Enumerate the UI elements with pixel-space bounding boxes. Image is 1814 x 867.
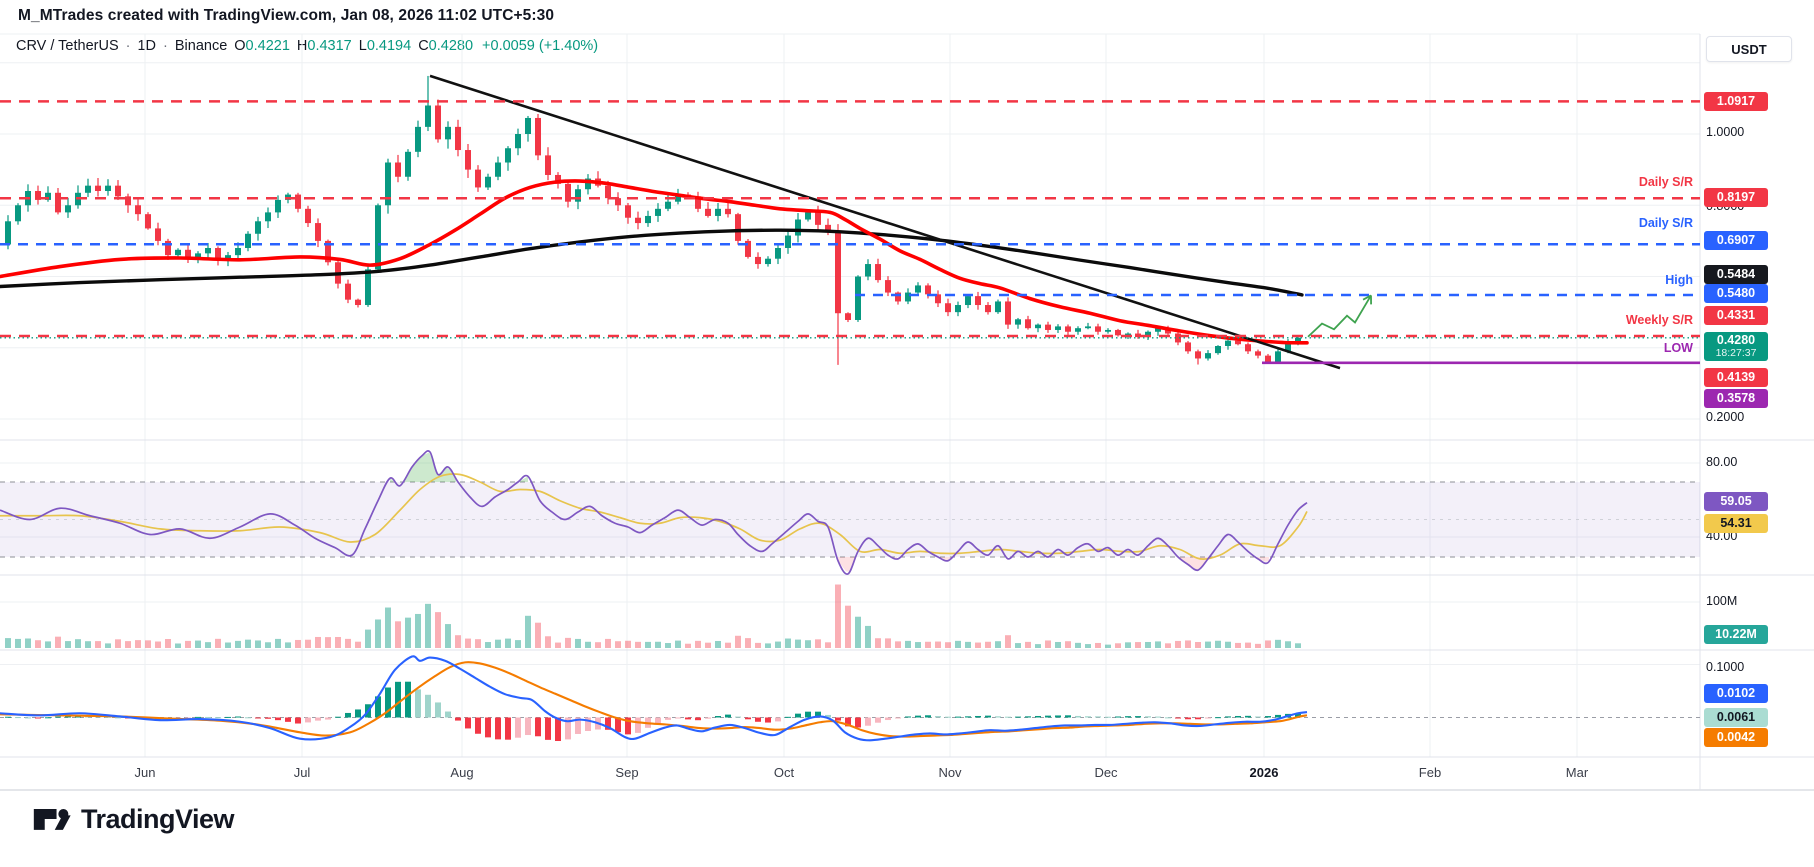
tradingview-logo[interactable]: TradingView [32,802,235,836]
month-label: Aug [450,765,474,780]
level-label: Weekly S/R [1625,313,1693,327]
month-label: Nov [938,765,962,780]
level-label: LOW [1663,341,1693,355]
month-label: 2026 [1249,765,1279,780]
change-value: +0.0059 (+1.40%) [482,38,599,54]
axis-tick-label: 0.2000 [1706,410,1745,424]
price-badge: 0.4280 18:27:37 [1704,332,1768,361]
exchange-label[interactable]: Binance [174,38,228,54]
ohlc-low: L0.4194 [358,38,412,54]
axis-tick-label: 100M [1706,594,1738,608]
axis-tick-label: 0.1000 [1706,660,1745,674]
axis-tick-label: 1.0000 [1706,125,1745,139]
symbol-name[interactable]: CRV / TetherUS [16,38,119,54]
price-badge: 0.4139 [1704,367,1768,387]
separator-dot: · [163,38,168,54]
symbol-legend: CRV / TetherUS · 1D · Binance O0.4221 H0… [16,38,598,54]
month-label: Sep [615,765,639,780]
month-label: Feb [1418,765,1442,780]
month-label: Dec [1094,765,1118,780]
price-badge: 0.3578 [1704,388,1768,408]
level-label: Daily S/R [1638,175,1693,189]
ohlc-open: O0.4221 [234,38,290,54]
price-badge: 0.5480 [1704,283,1768,303]
price-badge: 1.0917 [1704,91,1768,111]
tradingview-logo-text: TradingView [81,803,235,834]
price-badge: 59.05 [1704,491,1768,511]
price-badge: 0.0061 [1704,707,1768,727]
month-label: Mar [1565,765,1589,780]
price-badge: 0.4331 [1704,305,1768,325]
interval-label[interactable]: 1D [137,38,157,54]
separator-dot: · [125,38,131,54]
price-badge: 0.8197 [1704,187,1768,207]
price-badge: 54.31 [1704,513,1768,533]
watermark-title: M_MTrades created with TradingView.com, … [18,7,555,24]
level-label: Daily S/R [1638,216,1693,230]
price-badge: 0.0102 [1704,683,1768,703]
month-label: Jun [134,765,156,780]
price-badge: 0.5484 [1704,264,1768,284]
price-badge: 10.22M [1704,624,1768,644]
tradingview-logo-icon [33,809,71,830]
currency-toggle-button[interactable]: USDT [1706,36,1792,62]
price-badge: 0.0042 [1704,727,1768,747]
axis-tick-label: 80.00 [1706,455,1738,469]
axis-tick-label: 40.00 [1706,529,1738,543]
price-badge: 0.6907 [1704,230,1768,250]
month-label: Jul [293,765,311,780]
level-label: High [1665,273,1693,287]
month-label: Oct [773,765,795,780]
